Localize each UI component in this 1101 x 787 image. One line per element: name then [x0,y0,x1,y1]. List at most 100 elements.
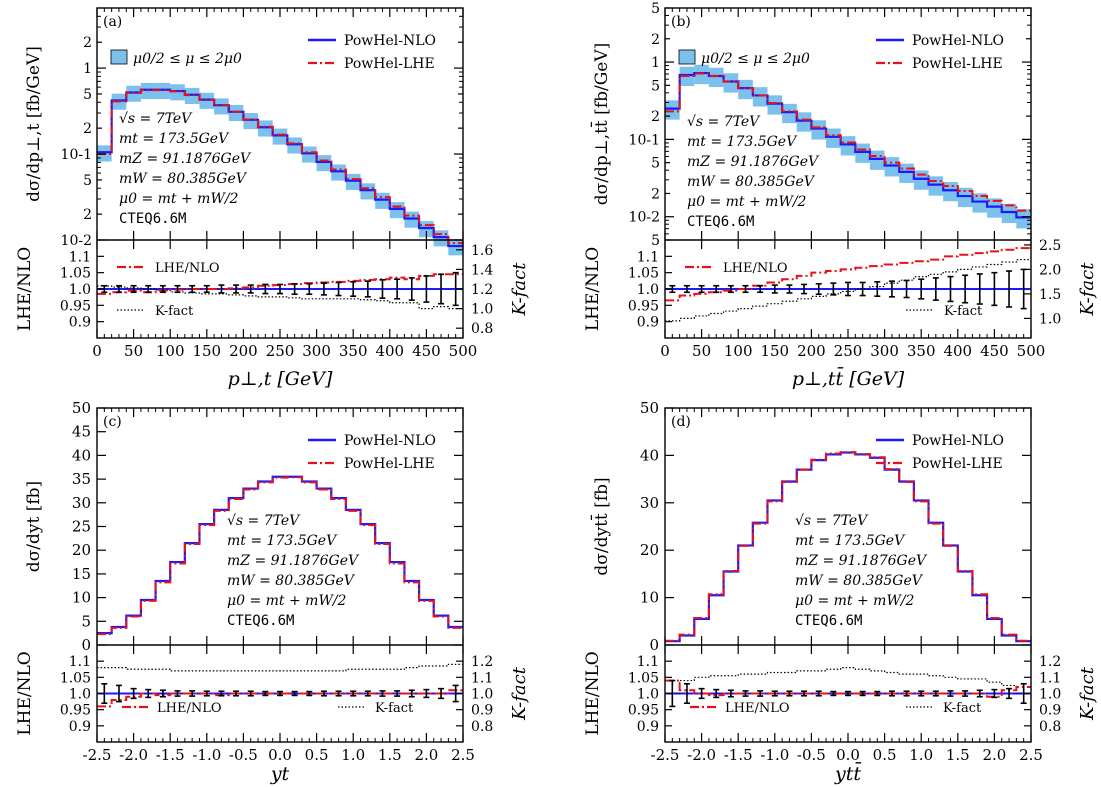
y-tick-label: 50 [72,399,91,417]
scale-band-bin [1016,209,1031,229]
ratio-y-tick-label: 1.1 [637,249,659,265]
panel-1: 0 50 100 150 200 250 300 350 400 450 500 10-2 2 5 10-1… [15,7,530,390]
y-tick-label: 5 [651,156,660,172]
ratio-y2-tick-label: 1.1 [1039,670,1061,686]
y-tick-label: 30 [640,494,659,512]
x-axis-label: p⊥,tt̄ [GeV] [792,366,905,390]
info-text-line: √s = 7TeV [687,114,761,130]
y-tick-label: 5 [81,612,91,630]
ratio-legend-lhe-label: LHE/NLO [157,701,222,716]
ratio-legend-lhe-label: LHE/NLO [723,261,788,276]
ratio-y-tick-label: 1.05 [60,266,91,282]
info-text-line: √s = 7TeV [227,513,301,529]
info-text-line: √s = 7TeV [119,111,193,127]
y-tick-label: 2 [83,207,92,223]
lhe-series-line [665,72,1031,212]
ratio-y2-tick-label: 1.2 [471,654,493,670]
ratio-y-tick-label: 0.9 [637,719,659,735]
x-tick-label: -0.5 [797,746,826,764]
scale-band-bin [972,193,988,213]
y-tick-label: 2 [651,186,660,202]
y-axis-label: dσ/dp⊥,tt̄ [fb/GeV] [589,43,612,206]
x-tick-label: 350 [339,342,368,360]
scale-band-bin [987,198,1002,218]
x-tick-label: 50 [124,342,143,360]
info-text-line: CTEQ6.6M [687,214,754,230]
info-text-line: mW = 80.385GeV [227,573,356,589]
ratio-y-tick-label: 0.9 [637,315,659,331]
x-tick-label: 400 [375,342,404,360]
y-tick-label: 10-2 [629,210,660,226]
x-tick-label: 100 [156,342,185,360]
scale-band-bin [928,176,944,196]
ratio-y2-tick-label: 1.4 [471,262,493,278]
scale-band-bin [840,136,856,156]
y-tick-label: 1 [83,61,92,77]
x-tick-label: -1.5 [156,746,185,764]
lhe-nlo-ratio-line [665,679,1031,698]
ratio-y2-tick-label: 2.0 [1039,262,1061,278]
x-axis-label: p⊥,t [GeV] [228,368,333,390]
nlo-series-line [97,475,463,635]
x-axis-label: yt [270,763,290,785]
info-text-line: CTEQ6.6M [119,211,186,227]
ratio-y-axis-label: LHE/NLO [583,247,603,331]
info-text-line: mW = 80.385GeV [795,573,924,589]
ratio-y-tick-label: 0.95 [60,298,91,314]
ratio-y-tick-label: 0.95 [628,298,659,314]
y-axis-label: dσ/dyt [fb] [24,481,44,572]
panel-label: (a) [103,14,122,30]
ratio-y2-tick-label: 1.0 [1039,687,1061,703]
lhe-series-line [97,476,463,636]
kfact-line [97,285,463,310]
x-tick-label: 200 [229,342,258,360]
scale-band-bin [782,103,797,124]
kfact-line [665,259,1031,322]
x-tick-label: 350 [907,342,936,360]
scale-band-bin [170,84,185,101]
y-tick-label: 2 [651,109,660,125]
y-tick-label: 10 [72,589,91,607]
plot-area [97,82,463,310]
ratio-y-tick-label: 0.9 [69,719,91,735]
ratio-y2-tick-label: 0.8 [1039,719,1061,735]
scale-band-bin [184,87,200,104]
scale-band-bin [767,95,783,115]
x-tick-label: -1.0 [192,746,221,764]
info-text-line: mt = 173.5GeV [227,533,338,549]
y-tick-label: 1 [651,55,660,71]
ratio-y-tick-label: 1.1 [69,249,91,265]
info-text-line: mt = 173.5GeV [795,533,906,549]
x-tick-label: 500 [1017,342,1046,360]
scale-band-bin [287,137,302,154]
plot-area [97,475,463,708]
info-text-line: μ0 = mt + mW/2 [795,593,915,609]
scale-band-bin [345,173,361,190]
scale-band-bin [1001,203,1017,224]
ratio-legend-kfact-label: K-fact [155,304,194,319]
scale-band-bin [899,163,914,183]
scale-band-bin [301,146,317,163]
x-tick-label: 300 [302,342,331,360]
x-tick-label: 300 [870,342,899,360]
scale-band-bin [155,82,171,100]
ratio-y-tick-label: 1.0 [637,282,659,298]
ratio-y-tick-label: 1.1 [637,654,659,670]
x-tick-label: 150 [760,342,789,360]
legend-lhe-label: PowHel-LHE [912,56,1003,72]
y-tick-label: 40 [72,446,91,464]
scale-band-bin [228,104,244,122]
y-tick-label: 40 [640,446,659,464]
legend-band-swatch [110,49,128,65]
ratio-y2-axis-label: K-fact [1077,666,1098,721]
info-text-line: mZ = 91.1876GeV [119,151,252,167]
y-tick-label: 5 [83,87,92,103]
x-tick-label: 400 [943,342,972,360]
ratio-y2-tick-label: 1.2 [1039,654,1061,670]
ratio-y2-tick-label: 1.6 [471,243,493,259]
legend-band-label: μ0/2 ≤ μ ≤ 2μ0 [133,51,242,67]
legend-lhe-label: PowHel-LHE [344,456,435,472]
scale-band-bin [214,98,229,115]
x-tick-label: -2.5 [651,746,680,764]
ratio-legend-kfact-label: K-fact [943,701,982,716]
